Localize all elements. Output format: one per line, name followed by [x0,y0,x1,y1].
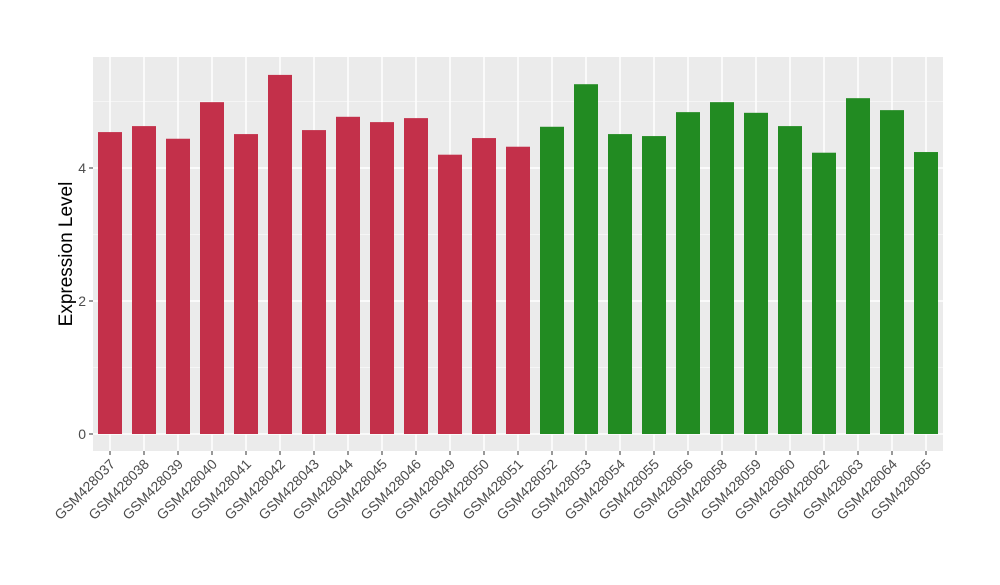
bar-GSM428042 [268,74,292,435]
bar-GSM428064 [880,110,904,435]
bar-GSM428046 [404,118,428,434]
bar-GSM428063 [846,98,870,435]
bar-GSM428040 [200,102,224,434]
bar-GSM428038 [132,126,156,434]
y-tick-label: 0 [78,426,86,442]
y-tick-label: 4 [78,160,86,176]
y-axis-label: Expression Level [56,182,77,327]
bar-GSM428043 [302,130,326,434]
bar-GSM428044 [336,116,360,435]
bar-GSM428054 [608,134,632,434]
bar-GSM428051 [506,146,530,434]
bar-GSM428045 [370,122,394,435]
y-tick-label: 2 [78,293,86,309]
bar-GSM428049 [438,154,462,434]
bar-GSM428037 [98,132,122,434]
bar-GSM428060 [778,126,802,434]
bar-GSM428041 [234,134,258,434]
bar-GSM428062 [812,152,836,434]
bar-GSM428065 [914,152,938,435]
bar-GSM428056 [676,112,700,434]
bar-GSM428053 [574,84,598,435]
bar-GSM428058 [710,102,734,434]
bar-GSM428050 [472,138,496,434]
bar-GSM428059 [744,112,768,435]
bar-GSM428052 [540,126,564,435]
bar-GSM428055 [642,136,666,434]
bar-GSM428039 [166,138,190,435]
